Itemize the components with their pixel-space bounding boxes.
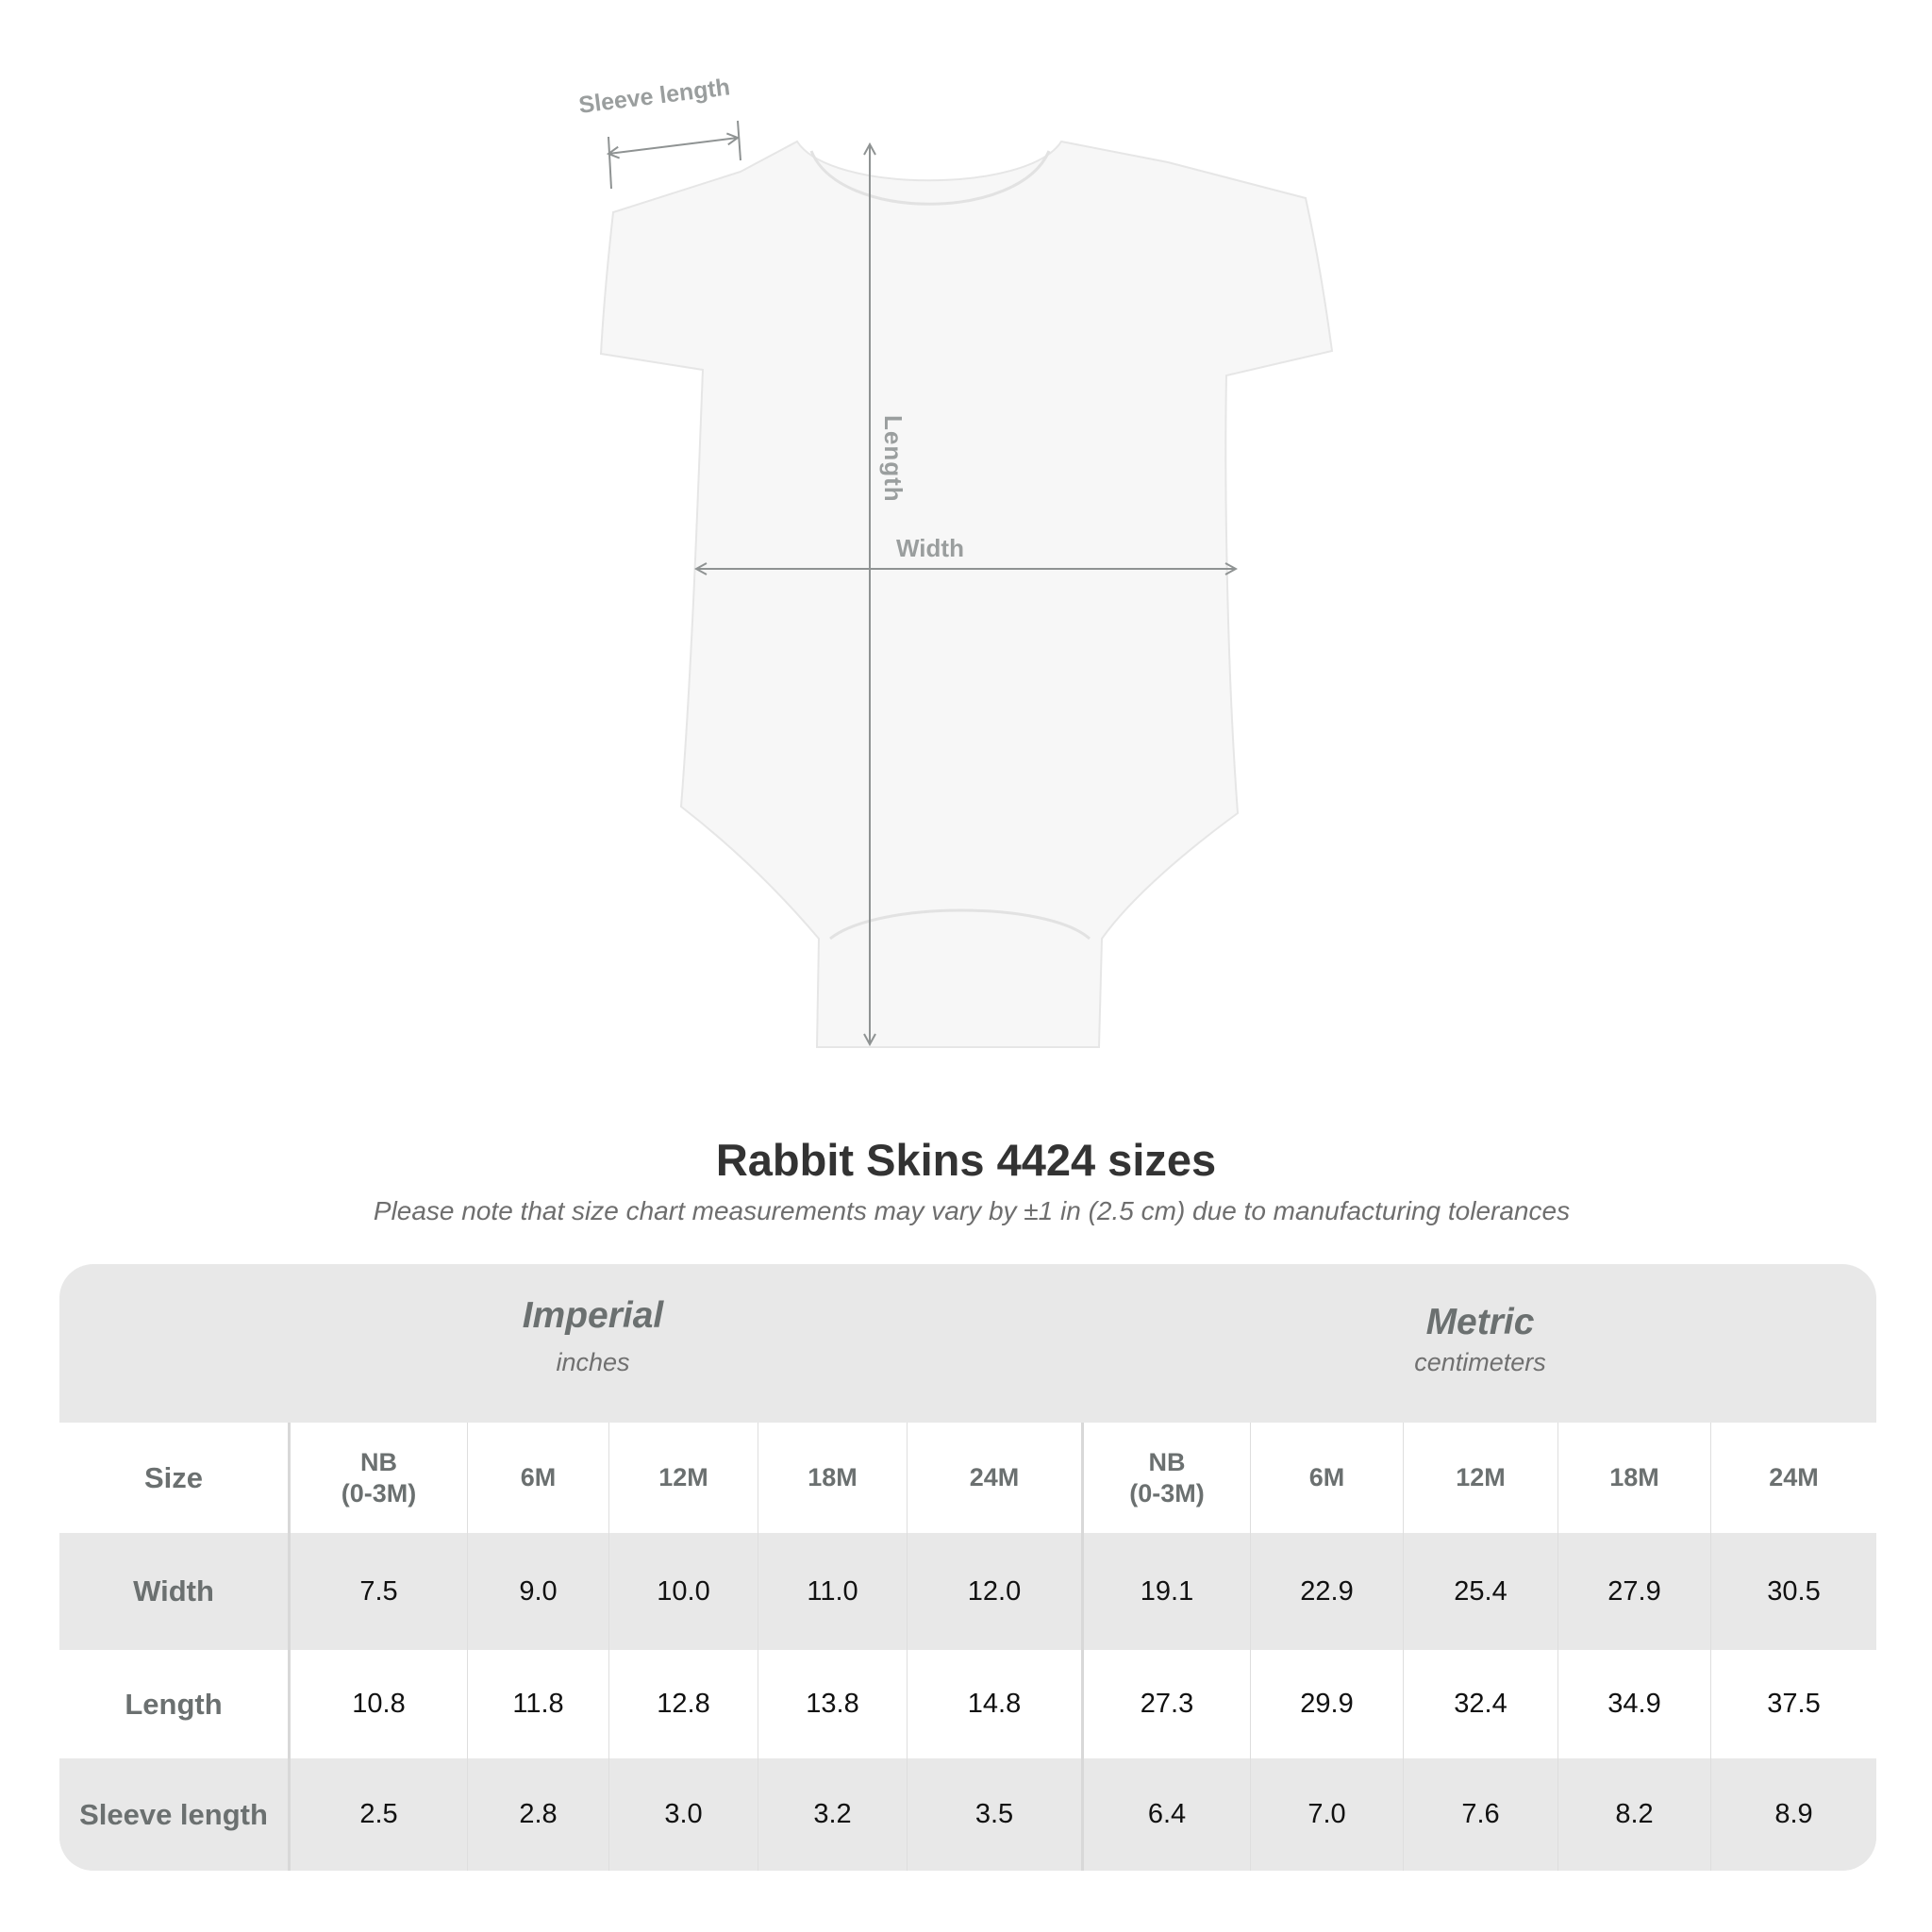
table-cell: 37.5 [1767, 1689, 1821, 1719]
metric-header: Metric centimeters [1084, 1302, 1876, 1460]
table-cell: 3.0 [609, 1758, 758, 1871]
table-cell: 3.5 [908, 1758, 1084, 1871]
table-cell: 19.1 [1084, 1533, 1251, 1650]
size-column-header: 18M [1558, 1423, 1711, 1533]
table-cell: 11.0 [758, 1533, 908, 1650]
onesie-body [599, 140, 1334, 1048]
row-header: Sleeve length [59, 1758, 291, 1871]
table-cell: 34.9 [1558, 1650, 1711, 1758]
page-title: Rabbit Skins 4424 sizes [715, 1135, 1217, 1185]
table-cell: 8.9 [1774, 1799, 1813, 1829]
table-cell: 7.5 [291, 1533, 468, 1650]
table-cell: 30.5 [1767, 1575, 1821, 1607]
table-cell: 2.5 [291, 1758, 468, 1871]
table-row: Length 10.8 11.8 12.8 13.8 14.8 27.3 29.9 32.4 34… [59, 1650, 1876, 1758]
table-cell: 13.8 [758, 1650, 908, 1758]
onesie-collar [809, 150, 1051, 206]
row-header: Width [59, 1533, 291, 1650]
table-cell: 8.2 [1558, 1758, 1711, 1871]
table-cell: 27.3 [1084, 1650, 1251, 1758]
size-column-header: 24M [1769, 1463, 1819, 1491]
imperial-unit: inches [556, 1348, 630, 1376]
row-header: Length [59, 1650, 291, 1758]
table-cell: 7.0 [1251, 1758, 1404, 1871]
table-cell: 10.8 [291, 1650, 468, 1758]
table-cell: 3.2 [758, 1758, 908, 1871]
table-cell: 14.8 [908, 1650, 1084, 1758]
table-row: Width 7.5 9.0 10.0 11.0 12.0 19.1 22.9 25.4 27.9 3… [59, 1533, 1876, 1650]
tolerance-note: Please note that size chart measurements… [373, 1196, 1571, 1225]
metric-label: Metric [1425, 1302, 1535, 1342]
table-cell: 27.9 [1558, 1533, 1711, 1650]
imperial-header: Imperial inches [291, 1295, 895, 1454]
table-cell: 2.8 [468, 1758, 609, 1871]
imperial-label: Imperial [522, 1295, 664, 1336]
size-column-header: NB (0-3M) [1084, 1423, 1251, 1533]
width-label: Width [896, 534, 964, 562]
metric-unit: centimeters [1414, 1348, 1546, 1376]
size-column-header: 12M [609, 1423, 758, 1533]
table-cell: 12.0 [908, 1533, 1084, 1650]
table-cell: 32.4 [1404, 1650, 1558, 1758]
size-column-header: 12M [1404, 1423, 1558, 1533]
size-table: Imperial inches Metric centimeters Size N… [59, 1264, 1876, 1871]
onesie-diagram [599, 120, 1334, 1048]
table-row: Sleeve length 2.5 2.8 3.0 3.2 3.5 6.4 7.0 7.6 8.2… [59, 1758, 1876, 1871]
size-column-header: 6M [468, 1423, 609, 1533]
size-column-header: 18M [758, 1423, 908, 1533]
table-cell: 10.0 [609, 1533, 758, 1650]
table-cell: 6.4 [1084, 1758, 1251, 1871]
size-header-row: Size NB (0-3M) 6M 12M 18M 24M NB (0-3M) 6M 12M 18… [59, 1423, 1876, 1533]
onesie-crotch-flap [829, 908, 1091, 941]
table-cell: 9.0 [468, 1533, 609, 1650]
length-label: Length [879, 415, 908, 503]
size-column-header: NB (0-3M) [291, 1423, 468, 1533]
table-cell: 12.8 [609, 1650, 758, 1758]
table-cell: 11.8 [468, 1650, 609, 1758]
sleeve-arrow [608, 138, 738, 154]
size-column-header: 24M [908, 1423, 1084, 1533]
table-cell: 22.9 [1251, 1533, 1404, 1650]
table-cell: 25.4 [1404, 1533, 1558, 1650]
table-cell: 29.9 [1251, 1650, 1404, 1758]
size-column-header: 6M [1251, 1423, 1404, 1533]
row-header: Size [59, 1423, 291, 1533]
table-cell: 7.6 [1404, 1758, 1558, 1871]
